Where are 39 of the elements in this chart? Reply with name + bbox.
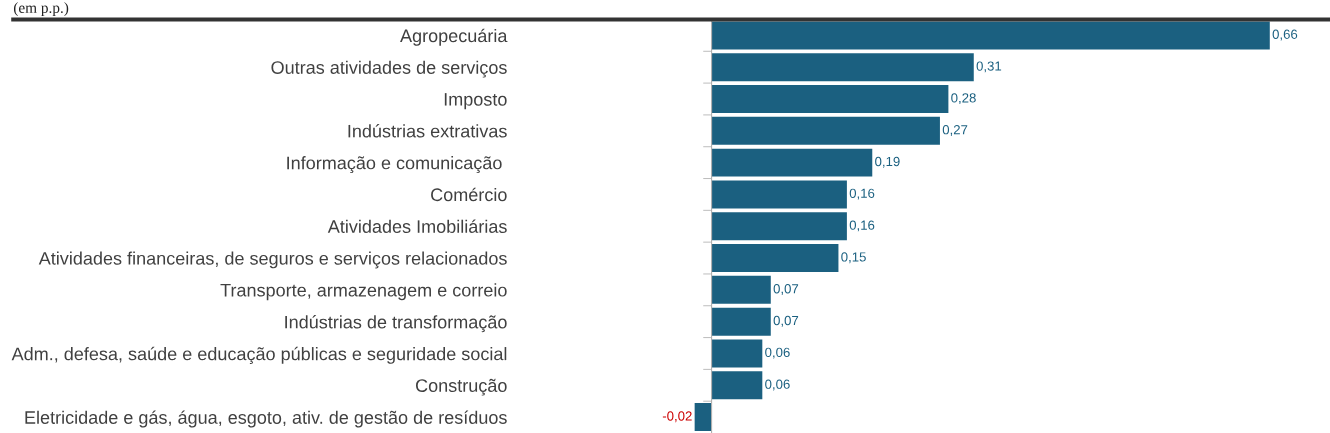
bar [711, 85, 949, 113]
y-tick-label: Indústrias extrativas [348, 124, 507, 138]
data-label: 0,19 [875, 156, 900, 168]
bar [711, 53, 974, 82]
y-tick-label: Atividades Imobiliárias [327, 219, 507, 233]
bar [711, 371, 763, 400]
bar [711, 244, 839, 273]
data-label: 0,66 [1272, 29, 1298, 41]
y-tick-label: Comércio [431, 187, 507, 202]
y-tick-label: Imposto [444, 93, 507, 110]
bar [694, 403, 712, 432]
y-tick-label: Informação e comunicação [287, 156, 502, 173]
y-tick-label: Adm., defesa, saúde e educação públicas e seguridade social [11, 346, 507, 364]
text: (em p.p.) [13, 2, 69, 17]
data-label: 0,07 [773, 284, 799, 295]
data-label: 0,28 [951, 93, 976, 105]
bar [711, 212, 847, 241]
y-tick-label: Outras atividades de serviços [271, 60, 507, 78]
bar [711, 275, 771, 304]
data-label: 0,16 [849, 220, 875, 232]
data-label: 0,07 [773, 315, 799, 327]
data-label: 0,16 [849, 188, 875, 200]
y-tick-label: Construção [416, 378, 507, 396]
data-label: 0,06 [765, 379, 790, 391]
bar [711, 339, 763, 368]
data-label: 0,15 [841, 252, 866, 264]
bar [711, 180, 847, 209]
y-tick-label: Indústrias de transformação [285, 315, 507, 333]
bar [711, 307, 771, 336]
bar [711, 116, 940, 145]
data-label: -0,02 [662, 411, 692, 423]
y-tick-label: Atividades financeiras, de seguros e serviços relacionados [38, 251, 507, 269]
y-tick-label: Agropecuária [400, 28, 508, 46]
y-tick-label: Eletricidade e gás, água, esgoto, ativ. de gestão de resíduos [25, 410, 507, 428]
data-label: 0,06 [765, 347, 790, 359]
bar [711, 148, 873, 177]
data-label: 0,27 [942, 125, 968, 136]
data-label: 0,31 [976, 61, 1002, 73]
y-tick-label: Transporte, armazenagem e correio [220, 283, 507, 301]
